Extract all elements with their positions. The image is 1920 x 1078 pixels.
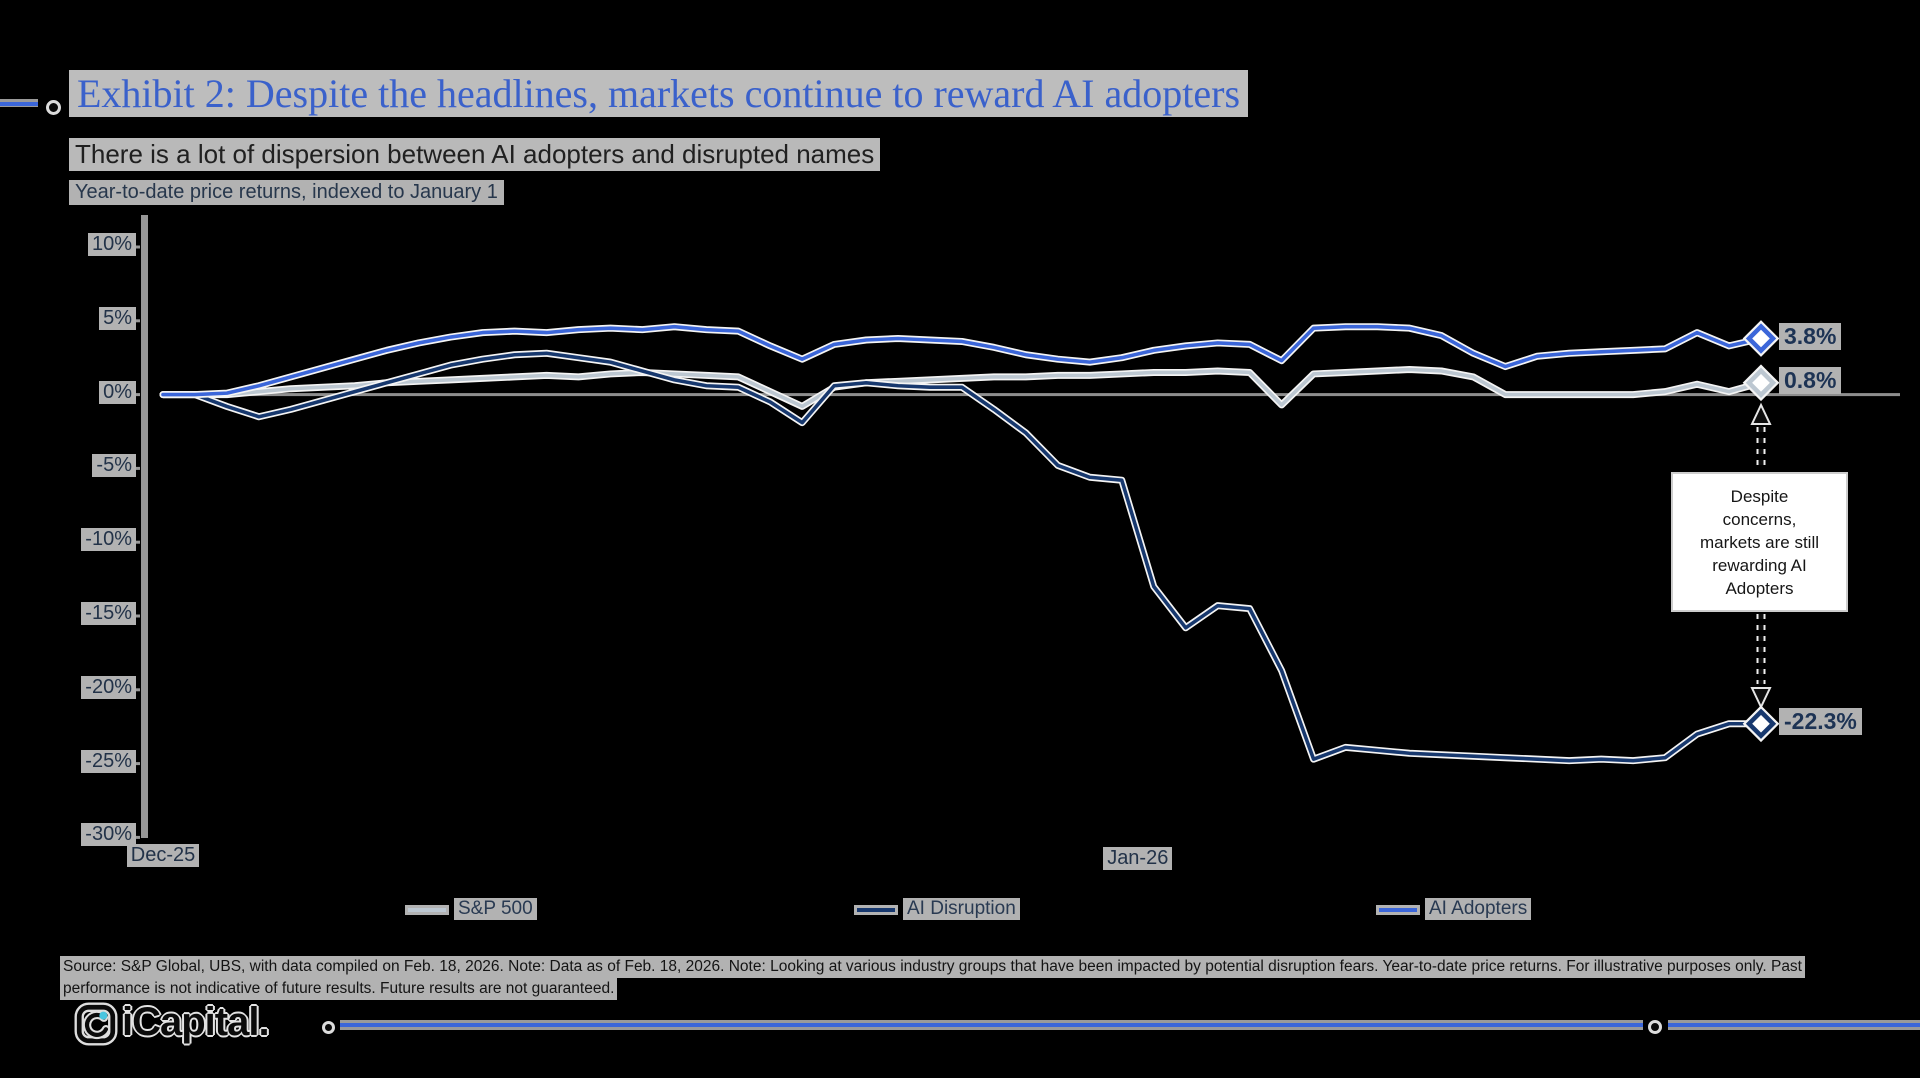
y-axis-line <box>141 215 148 838</box>
y-axis-label-row: 10% <box>36 233 136 256</box>
S&P 500-diamond-marker-icon <box>1745 367 1777 398</box>
y-axis-label-row: -20% <box>36 675 136 699</box>
y-axis-label: -10% <box>81 528 136 552</box>
bottom-rule-dot-icon <box>322 1021 335 1034</box>
y-axis-label-row: 0% <box>36 380 136 404</box>
x-axis-label: Jan-26 <box>1068 847 1208 870</box>
y-axis-label-row: -25% <box>36 749 136 773</box>
y-axis-label: 5% <box>99 306 136 330</box>
AI Disruption-end-value-label: -22.3% <box>1779 707 1862 735</box>
annotation-text: Despite concerns, markets are still rewa… <box>1699 486 1820 598</box>
legend-label: S&P 500 <box>454 898 537 920</box>
arrow-up-icon <box>1750 402 1772 425</box>
y-axis-label-row: 5% <box>36 306 136 330</box>
AI Adopters-end-value-label: 3.8% <box>1779 322 1842 350</box>
page-subtitle: There is a lot of dispersion between AI … <box>69 138 881 171</box>
AI Disruption-line-casing <box>159 349 1765 765</box>
ai-disruption-line-swatch-icon <box>857 908 895 912</box>
y-axis-label: 0% <box>99 380 136 404</box>
x-axis-label-text: Dec-25 <box>126 844 200 867</box>
chart-axis-note: Year-to-date price returns, indexed to J… <box>69 180 504 205</box>
legend-label: AI Adopters <box>1425 898 1532 920</box>
arrow-down-icon <box>1750 687 1772 710</box>
y-axis-label: -5% <box>92 454 136 478</box>
AI Disruption-line <box>161 351 1763 763</box>
source-note-line2: performance is not indicative of future … <box>60 978 618 1000</box>
y-axis-label: -25% <box>81 749 136 773</box>
y-axis-label-row: -15% <box>36 602 136 625</box>
legend-label: AI Disruption <box>903 898 1020 920</box>
AI Adopters-diamond-marker-icon <box>1745 323 1777 354</box>
top-rule-dot-icon <box>46 100 61 115</box>
x-axis-label: Dec-25 <box>93 844 233 867</box>
y-axis-label: 10% <box>87 233 136 256</box>
AI Disruption-diamond-marker-icon <box>1745 708 1777 739</box>
source-note: Source: S&P Global, UBS, with data compi… <box>60 956 1880 1000</box>
sp500-line-swatch-icon <box>408 908 446 912</box>
y-axis-label-row: -30% <box>36 823 136 847</box>
source-note-line1: Source: S&P Global, UBS, with data compi… <box>60 956 1805 978</box>
y-axis-label: -20% <box>81 675 136 699</box>
y-axis-label-row: -10% <box>36 528 136 552</box>
icapital-logo-wordmark: iCapital. <box>122 1000 270 1044</box>
AI Adopters-line <box>161 324 1763 397</box>
annotation-box: Despite concerns, markets are still rewa… <box>1671 472 1848 612</box>
x-axis-label-text: Jan-26 <box>1103 847 1173 870</box>
S&P 500-end-value-label: 0.8% <box>1779 366 1842 394</box>
S&P 500-line <box>161 367 1763 409</box>
bottom-rule-line-left <box>340 1020 1643 1030</box>
bottom-rule-line-right <box>1668 1020 1920 1030</box>
y-axis-label-row: -5% <box>36 454 136 478</box>
ai-adopters-line-swatch-icon <box>1379 908 1417 912</box>
y-axis-label: -30% <box>81 823 136 847</box>
bottom-rule-dot2-icon <box>1648 1020 1662 1034</box>
icapital-logo-icon <box>74 1002 118 1046</box>
y-axis-label: -15% <box>81 602 136 625</box>
zero-gridline <box>163 393 1900 397</box>
top-rule-line <box>0 99 38 107</box>
page-title: Exhibit 2: Despite the headlines, market… <box>69 70 1249 117</box>
